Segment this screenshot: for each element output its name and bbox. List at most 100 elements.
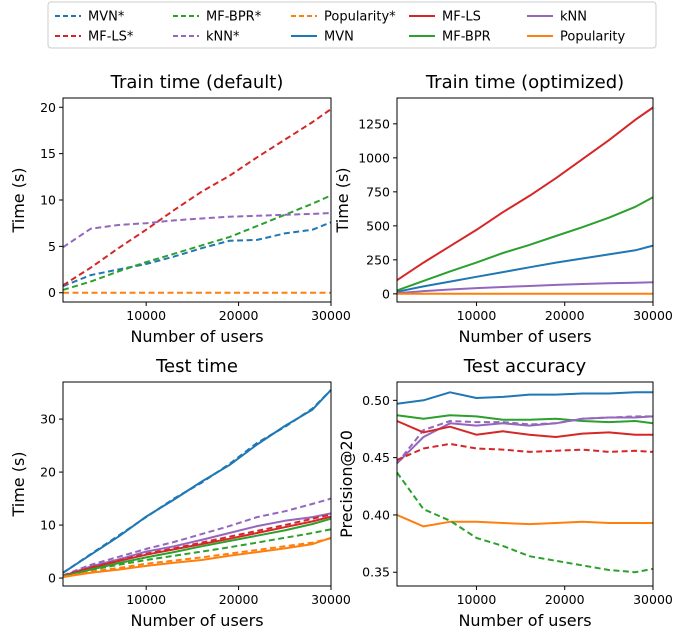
series-line: [62, 515, 332, 577]
legend-entry: Popularity: [527, 30, 625, 45]
y-axis-label: Time (s): [9, 167, 28, 233]
series-group: [396, 106, 654, 295]
y-axis-label: Precision@20: [337, 430, 356, 538]
plot-frame: [396, 97, 654, 303]
chart-title: Test accuracy: [463, 356, 587, 377]
series-line: [396, 391, 653, 405]
series-line: [62, 497, 332, 577]
legend-entry: MF-LS: [409, 10, 481, 25]
y-tick-label: 10: [40, 193, 56, 208]
y-tick-label: 250: [366, 252, 390, 267]
series-line: [62, 194, 332, 291]
y-tick-label: 20: [40, 465, 56, 480]
y-tick-label: 0: [48, 571, 56, 586]
y-tick-label: 5: [48, 239, 56, 254]
y-tick-label: 750: [366, 184, 390, 199]
series-line: [396, 196, 654, 292]
x-tick-label: 10000: [126, 308, 166, 323]
x-tick-label: 10000: [457, 592, 497, 607]
chart-panel: Test accuracy 10000 20000 30000 0.35 0.40 0.45…: [337, 356, 673, 630]
y-tick-label: 10: [40, 518, 56, 533]
legend-entry: MF-BPR: [409, 30, 491, 45]
x-tick-label: 20000: [545, 308, 585, 323]
legend-entry: MVN: [291, 30, 354, 45]
plot-frame: [62, 97, 332, 303]
legend-label: Popularity: [560, 30, 625, 45]
legend-entry: kNN: [527, 10, 587, 25]
y-tick-label: 0.50: [362, 393, 390, 408]
legend-label: kNN*: [206, 30, 240, 45]
series-group: [62, 108, 332, 294]
x-tick-label: 30000: [311, 308, 351, 323]
x-tick-label: 30000: [633, 308, 673, 323]
x-tick-label: 30000: [633, 592, 673, 607]
chart-title: Train time (optimized): [425, 72, 624, 93]
legend-entry: MF-LS*: [55, 30, 134, 45]
x-tick-label: 30000: [311, 592, 351, 607]
legend-label: MVN*: [88, 10, 125, 25]
y-axis-label: Time (s): [9, 451, 28, 517]
legend-label: MF-BPR: [442, 30, 491, 45]
x-axis-label: Number of users: [130, 327, 263, 346]
x-tick-label: 20000: [219, 308, 259, 323]
x-axis-label: Number of users: [458, 611, 591, 630]
legend: MVN* MF-BPR* Popularity* MF-LS kNN MF-LS* kNN*…: [47, 1, 657, 49]
x-tick-label: 10000: [126, 592, 166, 607]
series-line: [62, 517, 332, 578]
x-tick-label: 20000: [219, 592, 259, 607]
series-line: [396, 420, 653, 438]
series-line: [396, 414, 654, 425]
y-tick-label: 0: [48, 285, 56, 300]
legend-label: MF-LS*: [88, 30, 134, 45]
chart-title: Train time (default): [110, 72, 284, 93]
legend-label: MF-LS: [442, 10, 481, 25]
legend-entry: Popularity*: [291, 10, 396, 25]
series-group: [62, 389, 332, 578]
plot-frame: [396, 381, 654, 587]
y-tick-label: 500: [366, 218, 390, 233]
chart-panel: Train time (optimized) 10000 20000 30000 0 25…: [333, 72, 673, 346]
series-line: [62, 537, 332, 578]
legend-label: Popularity*: [324, 10, 396, 25]
legend-frame: [47, 1, 657, 49]
y-tick-label: 30: [40, 412, 56, 427]
legend-label: MF-BPR*: [206, 10, 262, 25]
series-line: [396, 281, 654, 295]
series-line: [62, 512, 332, 577]
legend-label: MVN: [324, 30, 354, 45]
legend-label: kNN: [560, 10, 587, 25]
y-tick-label: 0: [382, 286, 390, 301]
y-tick-label: 0.45: [362, 450, 390, 465]
series-line: [396, 415, 653, 465]
chart-panel: Train time (default) 10000 20000 30000 0 5 10 1…: [9, 72, 351, 346]
series-line: [62, 221, 332, 288]
legend-entry: MF-BPR*: [173, 10, 262, 25]
y-tick-label: 0.35: [362, 565, 390, 580]
series-line: [62, 389, 332, 574]
x-tick-label: 10000: [457, 308, 497, 323]
series-line: [396, 513, 653, 528]
legend-entry: MVN*: [55, 10, 125, 25]
x-axis-label: Number of users: [130, 611, 263, 630]
series-line: [396, 244, 654, 293]
y-axis-label: Time (s): [333, 167, 352, 233]
series-line: [396, 442, 654, 461]
chart-panel: Test time 10000 20000 30000 0 10 20 30 Number of…: [9, 356, 351, 630]
y-tick-label: 1250: [358, 116, 390, 131]
y-tick-label: 0.40: [362, 507, 390, 522]
y-tick-label: 1000: [358, 150, 390, 165]
series-line: [62, 108, 332, 287]
series-line: [396, 471, 654, 574]
series-line: [62, 536, 332, 578]
y-tick-label: 20: [40, 100, 56, 115]
chart-title: Test time: [155, 356, 238, 377]
y-tick-label: 15: [40, 146, 56, 161]
x-tick-label: 20000: [545, 592, 585, 607]
legend-entry: kNN*: [173, 30, 240, 45]
series-line: [62, 212, 332, 249]
series-group: [396, 391, 654, 574]
x-axis-label: Number of users: [458, 327, 591, 346]
plot-frame: [62, 381, 332, 587]
series-line: [396, 106, 654, 282]
